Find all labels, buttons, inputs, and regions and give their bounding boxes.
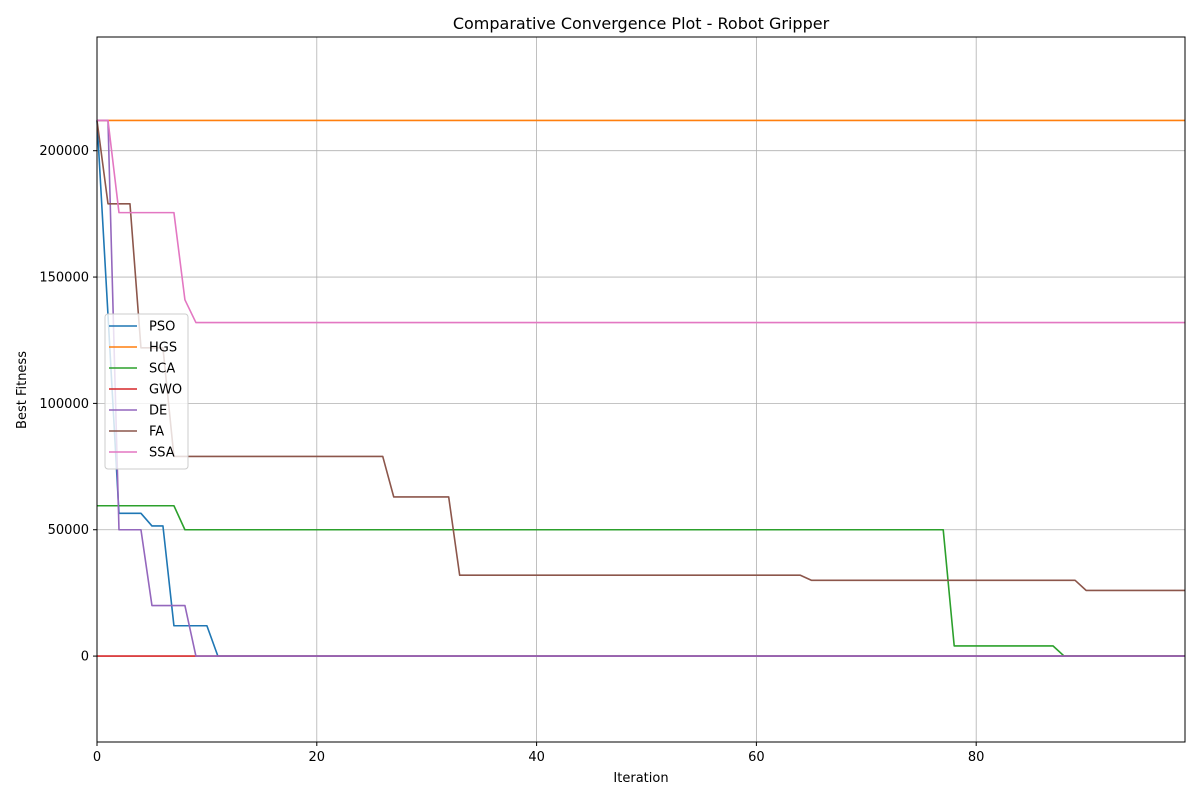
y-tick-label: 0 [81,650,89,665]
chart-title: Comparative Convergence Plot - Robot Gri… [453,14,830,33]
series-line-de [97,119,1185,657]
series-line-sca [97,504,1185,657]
y-tick-label: 100000 [39,397,89,412]
x-tick-label: 80 [968,750,985,765]
x-axis-ticks: 0 20 40 60 80 [93,742,985,765]
legend-label-gwo: GWO [149,383,182,398]
legend-label-ssa: SSA [149,446,175,461]
series-line-ssa [97,119,1185,324]
legend-label-hgs: HGS [149,341,177,356]
legend-label-de: DE [149,404,167,419]
y-tick-label: 200000 [39,144,89,159]
grid [96,37,1185,742]
legend-label-sca: SCA [149,362,175,377]
x-tick-label: 0 [93,750,101,765]
x-axis-label: Iteration [613,771,668,786]
x-tick-label: 60 [748,750,765,765]
y-tick-label: 150000 [39,271,89,286]
legend-label-fa: FA [149,425,164,440]
y-tick-label: 50000 [48,523,89,538]
series-lines [96,119,1185,657]
legend: PSO HGS SCA GWO DE FA SSA [104,313,189,470]
legend-label-pso: PSO [149,320,175,335]
x-tick-label: 20 [309,750,326,765]
y-axis-label: Best Fitness [15,351,30,429]
series-line-fa [96,120,1185,592]
y-axis-ticks: 0 50000 100000 150000 200000 [39,144,97,665]
x-tick-label: 40 [528,750,545,765]
plot-frame [96,36,1186,743]
